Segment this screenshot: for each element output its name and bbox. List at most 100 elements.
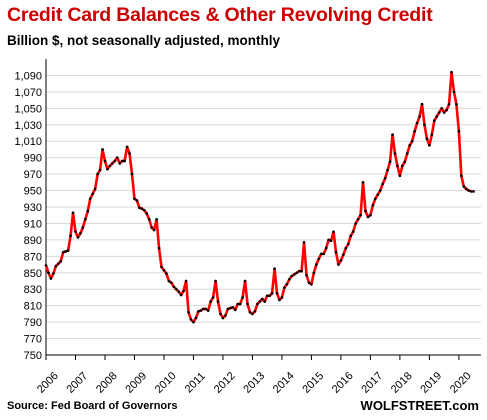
x-tick-label: 2016	[330, 370, 356, 396]
data-point	[388, 160, 392, 164]
data-point	[420, 102, 424, 106]
data-point	[243, 279, 247, 283]
data-point	[464, 187, 468, 191]
x-tick-label: 2011	[183, 370, 208, 395]
data-point	[229, 306, 232, 310]
data-point	[47, 271, 50, 275]
data-point	[386, 168, 389, 172]
y-tick-label: 890	[24, 235, 42, 247]
x-tick-label: 2019	[418, 370, 444, 396]
data-point	[49, 277, 53, 280]
data-point	[312, 271, 316, 275]
data-point	[275, 292, 279, 295]
series-line	[44, 70, 474, 324]
data-point	[310, 282, 313, 286]
data-point	[206, 309, 210, 312]
data-point	[462, 185, 466, 188]
data-point	[248, 310, 252, 314]
data-point	[91, 192, 94, 196]
data-point	[118, 162, 122, 165]
data-point	[381, 182, 384, 186]
data-point	[398, 174, 402, 178]
data-point	[440, 107, 443, 110]
data-point	[172, 285, 176, 289]
data-point	[447, 102, 451, 106]
data-point	[93, 187, 97, 191]
data-point	[460, 174, 463, 178]
y-tick-label: 1,070	[14, 87, 42, 99]
data-point	[428, 144, 431, 147]
y-tick-label: 990	[24, 153, 42, 165]
data-point	[201, 307, 205, 311]
data-point	[442, 111, 446, 114]
data-point	[322, 252, 326, 256]
data-point	[302, 241, 306, 244]
data-point	[59, 259, 63, 263]
data-point	[351, 230, 355, 233]
data-point	[106, 167, 109, 171]
data-point	[246, 302, 249, 306]
data-point	[332, 230, 335, 233]
data-point	[364, 209, 367, 213]
data-point	[76, 236, 80, 239]
data-point	[437, 111, 441, 114]
data-point	[61, 250, 65, 254]
data-point	[378, 189, 382, 192]
data-point	[133, 197, 136, 201]
data-point	[258, 300, 262, 303]
data-point	[339, 259, 343, 262]
data-point	[54, 264, 58, 268]
data-point	[383, 176, 387, 180]
x-tick-label: 2012	[212, 370, 238, 396]
data-point	[329, 239, 333, 243]
x-tick-label: 2015	[300, 370, 326, 396]
data-point	[69, 234, 72, 238]
data-point	[366, 215, 370, 219]
x-tick-label: 2006	[35, 370, 61, 396]
data-point	[472, 190, 475, 193]
x-axis: 2006 2007 2008 2009 2010 2011 2012 2013 2014 2015…	[35, 354, 481, 396]
data-point	[113, 159, 117, 163]
y-tick-label: 1,010	[14, 136, 42, 148]
data-point	[192, 320, 195, 324]
source-note: Source: Fed Board of Governors	[7, 400, 178, 412]
data-point	[56, 262, 60, 266]
data-point	[265, 294, 269, 298]
y-tick-label: 830	[24, 284, 42, 296]
data-point	[270, 292, 274, 295]
data-point	[376, 193, 380, 196]
data-point	[393, 152, 397, 155]
data-point	[135, 199, 139, 202]
data-point	[194, 316, 198, 320]
data-point	[143, 208, 146, 212]
data-point	[450, 70, 453, 74]
data-point	[452, 90, 456, 94]
data-point	[182, 289, 185, 293]
y-tick-label: 1,090	[14, 70, 42, 82]
data-point	[455, 102, 458, 106]
data-point	[238, 302, 242, 306]
data-point	[425, 137, 429, 141]
y-tick-label: 850	[24, 268, 42, 280]
data-point	[236, 302, 239, 306]
chart-title: Credit Card Balances & Other Revolving C…	[7, 4, 433, 26]
data-point	[433, 119, 436, 122]
data-point	[71, 211, 75, 215]
data-point	[224, 314, 227, 317]
y-tick-label: 810	[24, 301, 42, 313]
x-tick-label: 2007	[64, 370, 90, 396]
data-point	[145, 212, 149, 215]
data-point	[147, 218, 151, 221]
data-point	[241, 296, 244, 299]
data-point	[221, 316, 225, 320]
y-tick-label: 910	[24, 218, 42, 230]
data-point	[170, 281, 173, 284]
data-point	[44, 264, 48, 267]
data-point	[155, 218, 158, 221]
data-point	[174, 287, 178, 291]
data-point	[140, 207, 144, 210]
data-point	[160, 265, 163, 269]
data-point	[445, 108, 448, 112]
data-point	[177, 290, 181, 293]
data-point	[111, 162, 114, 165]
